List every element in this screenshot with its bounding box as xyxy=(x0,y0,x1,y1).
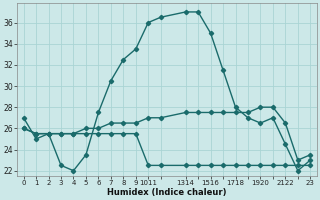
X-axis label: Humidex (Indice chaleur): Humidex (Indice chaleur) xyxy=(107,188,227,197)
